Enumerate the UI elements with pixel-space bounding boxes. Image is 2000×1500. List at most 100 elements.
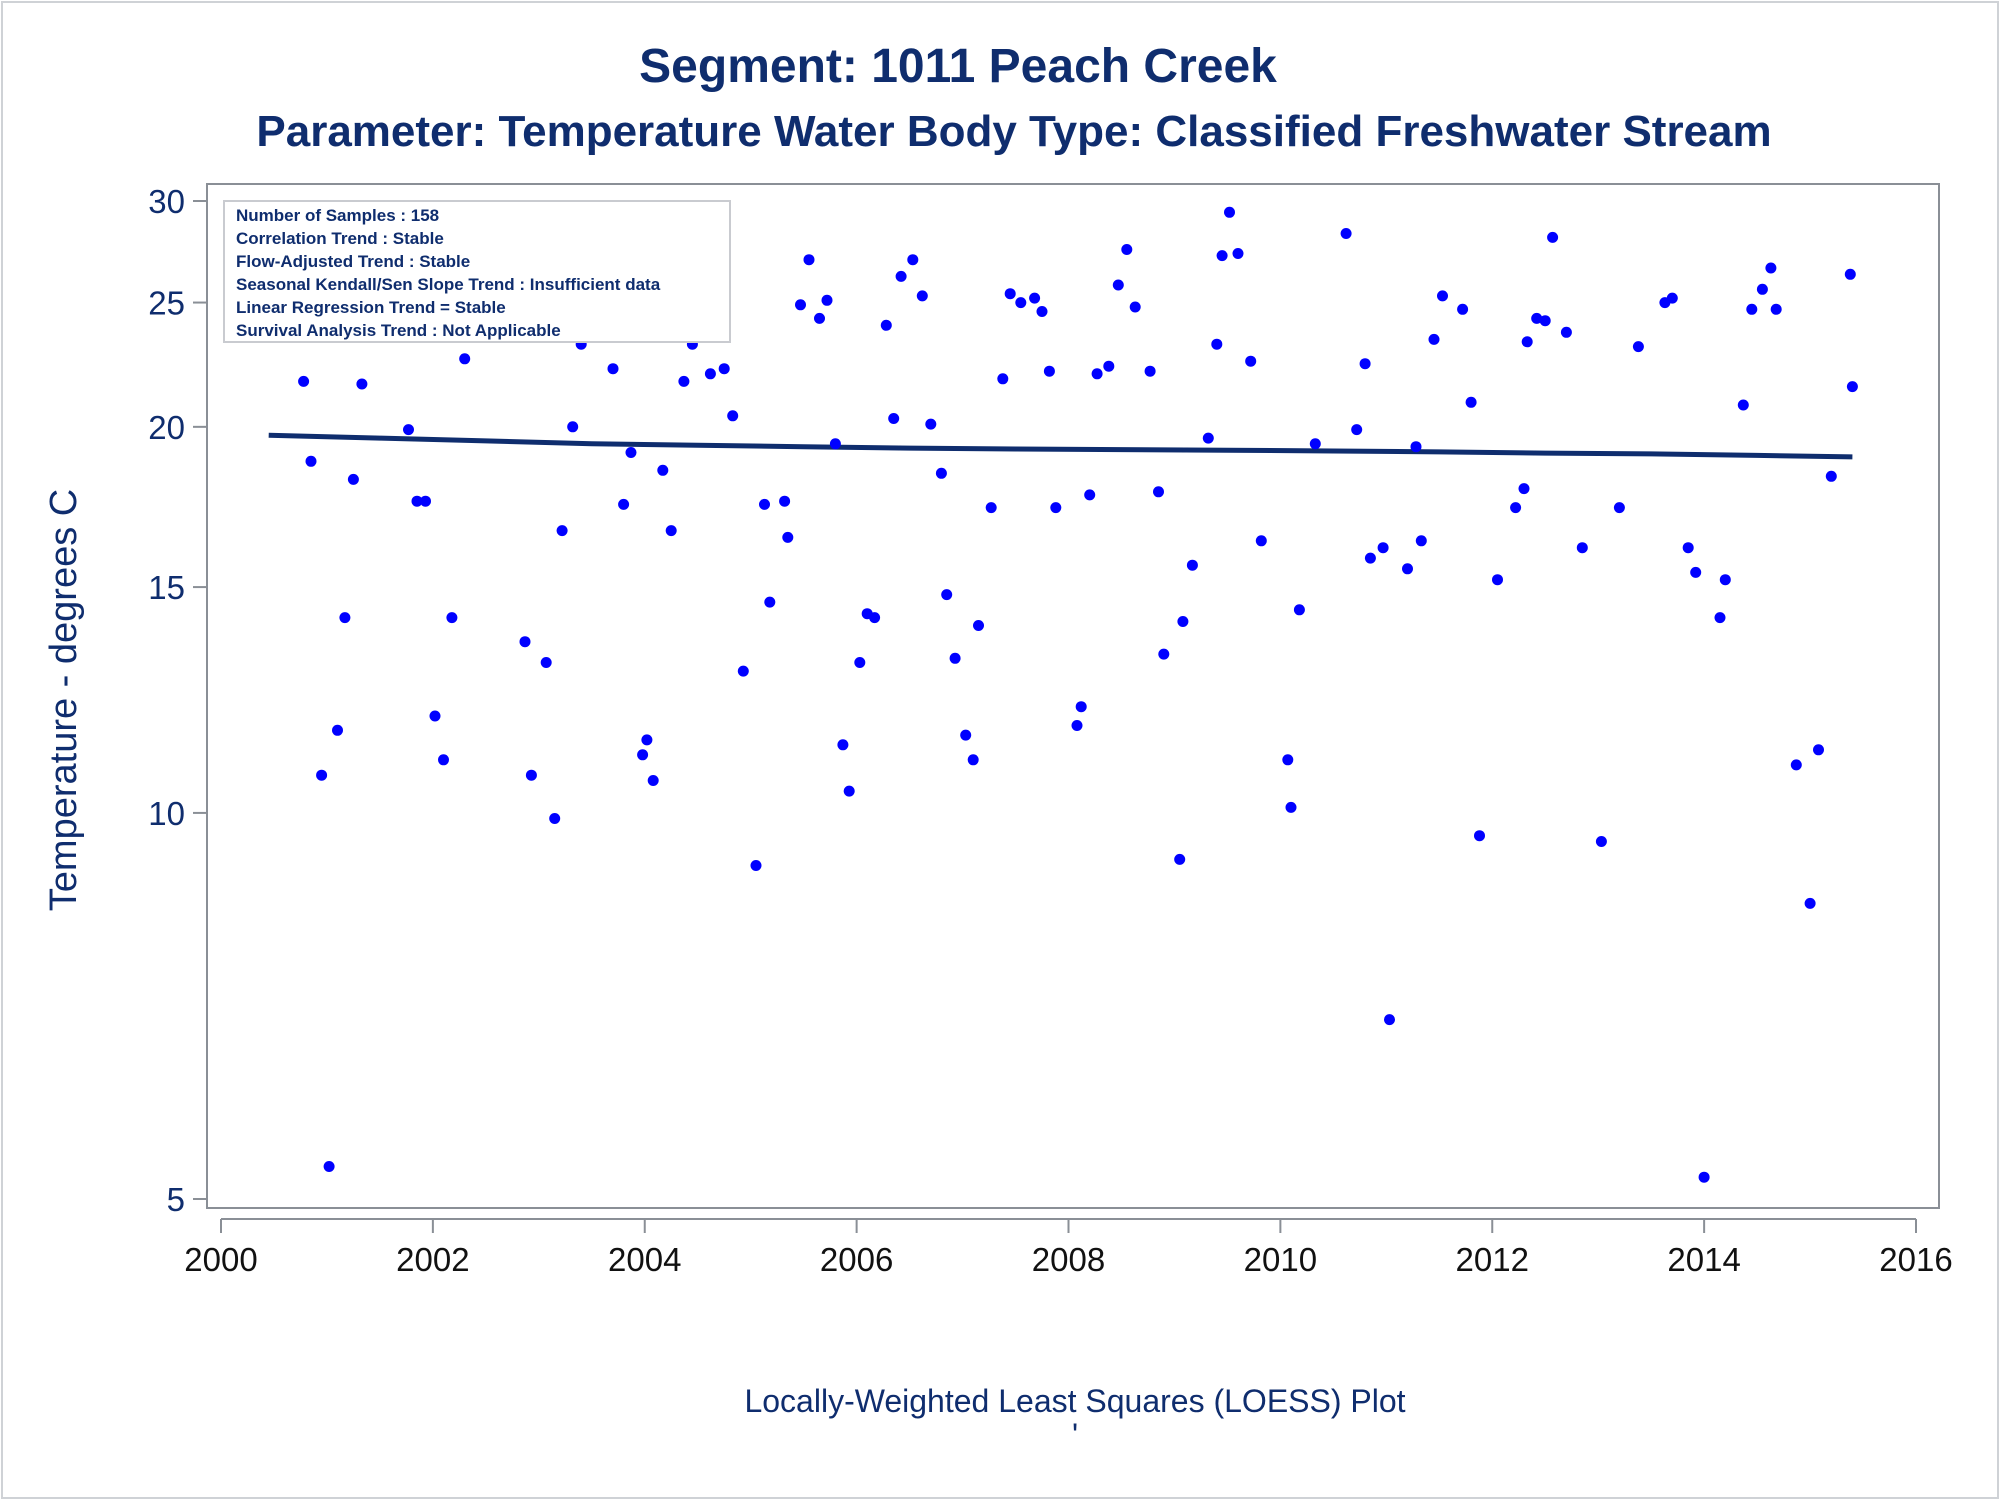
data-point [843,785,855,797]
data-point [814,312,825,324]
data-point [935,467,947,479]
x-tick-label: 2014 [1667,1241,1740,1278]
data-point [1410,441,1422,453]
y-axis: 5 10 15 20 25 30 [148,183,207,1218]
data-point [869,612,881,624]
plot-area-frame [206,183,1940,1209]
data-point [1245,355,1257,367]
data-point [1029,292,1041,304]
data-point [438,754,449,766]
data-point [829,438,841,450]
data-point [1103,360,1115,372]
data-point [1531,312,1543,324]
data-point [1015,297,1027,309]
data-point [1560,326,1572,338]
data-point [339,612,351,624]
data-point [1402,563,1413,575]
data-point [332,724,343,736]
y-tick-label: 25 [148,285,185,322]
data-point [997,373,1009,385]
data-point [1719,574,1731,586]
data-point [821,294,833,306]
data-point [1050,502,1062,514]
data-point [1521,336,1533,348]
data-point [641,734,653,746]
data-point [1765,262,1777,274]
stats-box: Number of Samples : 158 Correlation Tren… [223,200,731,343]
data-point [446,612,458,624]
data-point [907,254,919,266]
data-point [985,502,997,514]
data-point [1690,566,1702,578]
data-point [1285,801,1297,813]
stats-box-border [223,200,731,343]
data-point [727,410,739,422]
data-point [779,495,791,507]
data-point [1340,228,1352,239]
x-tick-label: 2010 [1244,1241,1317,1278]
y-tick-label: 20 [148,409,185,446]
data-point [1666,292,1678,304]
x-tick-label: 2006 [820,1241,893,1278]
x-tick-label: 2012 [1456,1241,1529,1278]
footnote: Locally-Weighted Least Squares (LOESS) P… [744,1383,1405,1419]
y-axis-label: Temperature - degrees C [43,489,85,911]
data-point [1474,830,1485,842]
data-point [1174,853,1186,865]
data-point [525,769,537,781]
data-point [1804,897,1816,909]
data-point [1437,290,1448,302]
data-point [1613,502,1625,514]
y-tick-label: 5 [167,1181,185,1218]
data-point [1121,244,1133,255]
data-point [1091,368,1103,380]
data-point [1144,365,1156,377]
data-point [1211,338,1223,350]
data-point [1770,303,1782,315]
stats-line-flow-adjusted: Flow-Adjusted Trend : Stable [236,252,470,271]
loess-line [268,432,1853,460]
data-point [1359,358,1371,370]
x-tick-label: 2016 [1879,1241,1952,1278]
data-point [1112,279,1124,291]
data-point [1632,341,1644,353]
data-point [1043,365,1055,377]
stats-line-samples: Number of Samples : 158 [236,206,439,225]
data-point [1698,1171,1710,1183]
data-point [647,775,659,786]
data-point [1224,206,1235,218]
data-point [1492,574,1503,586]
data-point [967,754,979,766]
data-point [1186,559,1198,571]
data-point [704,368,716,380]
data-point [1547,231,1559,243]
data-point [1595,836,1607,847]
data-point [973,620,984,631]
data-point [1384,1014,1395,1026]
data-point [556,525,568,537]
data-point [1202,432,1214,444]
data-point [803,254,815,266]
data-point [429,710,441,722]
data-point [854,657,866,668]
data-point [941,589,953,601]
data-point [1232,248,1244,259]
y-tick-label: 30 [148,183,185,220]
data-point [540,657,552,668]
data-point [782,531,794,543]
data-point [759,498,770,510]
data-point [411,495,423,507]
x-tick-label: 2002 [396,1241,469,1278]
data-point [718,363,730,375]
data-point [625,447,637,458]
data-point [420,495,431,507]
scatter-points [263,206,1858,1183]
data-point [1465,396,1477,408]
data-point [1825,470,1837,482]
data-point [1282,754,1294,766]
data-point [1293,604,1305,616]
data-point [1364,552,1376,564]
data-point [1377,542,1389,554]
data-point [1518,483,1530,495]
